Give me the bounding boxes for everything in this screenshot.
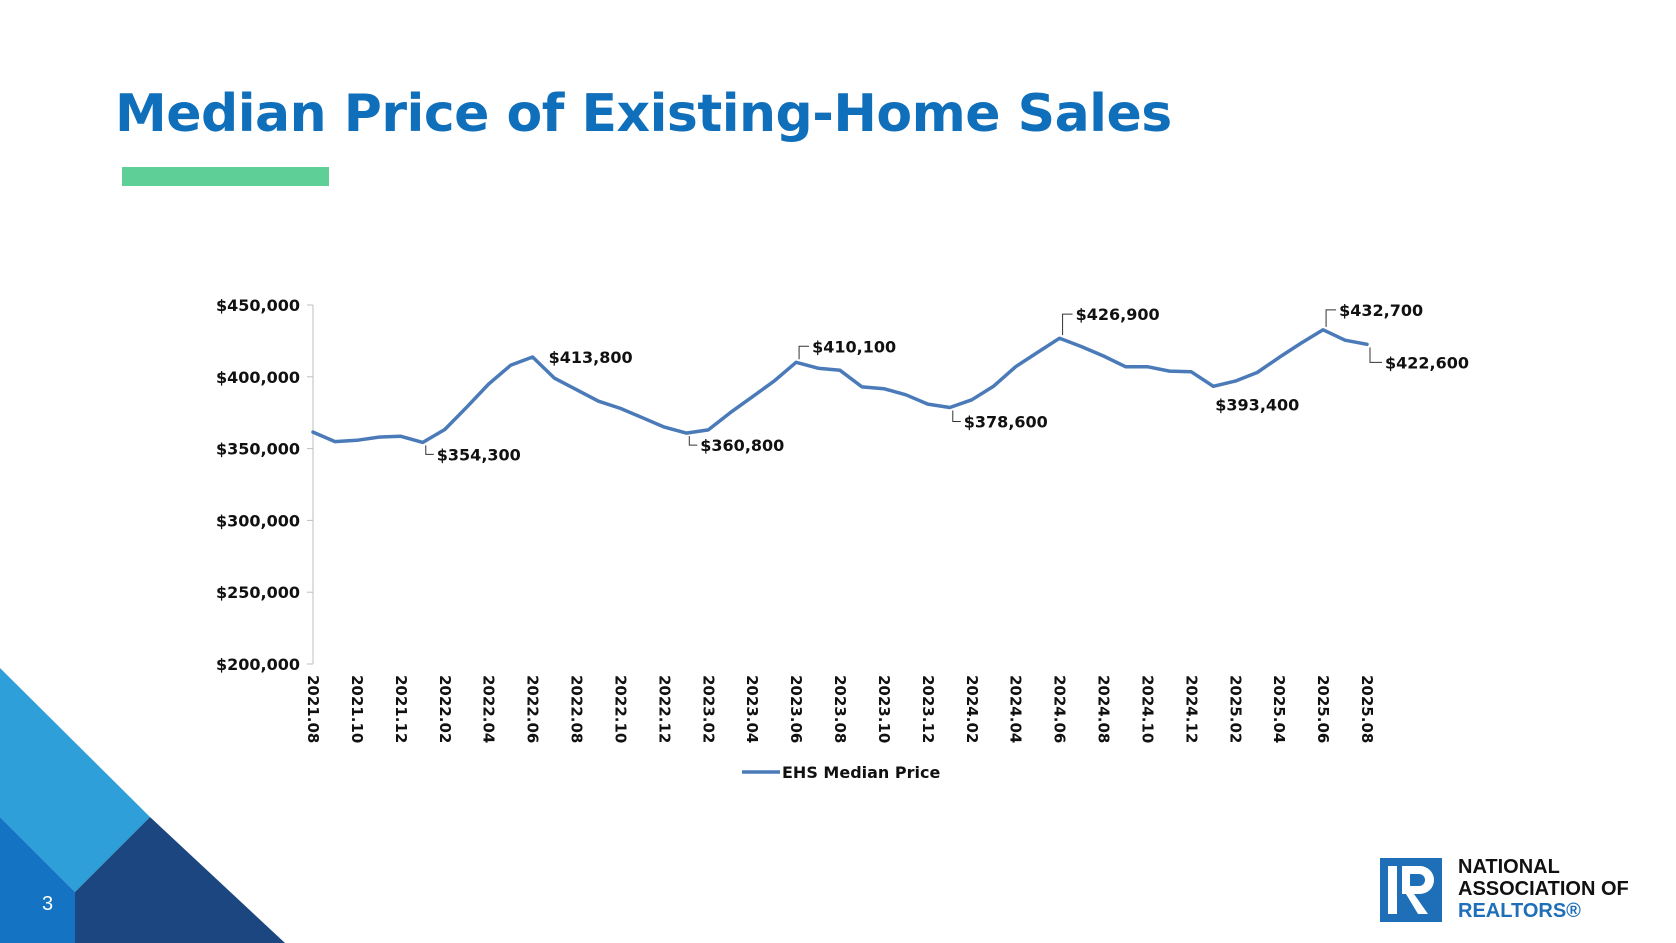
annotation-leader <box>798 345 810 360</box>
annotation-leader <box>688 436 698 446</box>
annotation-leader <box>1369 347 1382 363</box>
x-tick-label: 2022.10 <box>611 675 629 743</box>
y-tick-label: $200,000 <box>216 655 300 674</box>
y-tick-label: $250,000 <box>216 583 300 602</box>
page-number: 3 <box>42 893 54 915</box>
x-tick-label: 2025.04 <box>1270 675 1288 743</box>
x-tick-label: 2023.10 <box>875 675 893 743</box>
annotation-leader <box>425 445 434 455</box>
realtor-r-icon <box>1380 858 1442 922</box>
x-tick-label: 2021.08 <box>304 675 322 743</box>
x-tick-label: 2023.12 <box>919 675 937 743</box>
y-tick-label: $450,000 <box>216 296 300 315</box>
x-tick-label: 2023.08 <box>831 675 849 743</box>
x-tick-label: 2022.12 <box>655 675 673 743</box>
logo-line-1: NATIONAL <box>1458 856 1560 878</box>
x-tick-label: 2024.04 <box>1007 675 1025 743</box>
x-tick-label: 2023.02 <box>699 675 717 743</box>
x-tick-label: 2025.08 <box>1358 675 1376 743</box>
data-label: $378,600 <box>964 413 1048 432</box>
x-tick-label: 2021.10 <box>348 675 366 743</box>
data-label: $410,100 <box>812 337 896 356</box>
x-tick-label: 2022.02 <box>436 675 454 743</box>
data-label: $354,300 <box>437 445 521 464</box>
data-label: $432,700 <box>1339 301 1423 320</box>
legend-label: EHS Median Price <box>782 763 940 782</box>
x-tick-label: 2025.02 <box>1226 675 1244 743</box>
annotation-leader <box>952 410 961 423</box>
series-line-ehs-median-price <box>311 328 1369 445</box>
x-tick-label: 2024.10 <box>1138 675 1156 743</box>
x-tick-label: 2023.06 <box>787 675 805 743</box>
title-accent-bar <box>122 167 329 186</box>
corner-decoration <box>0 668 285 943</box>
nar-logo: NATIONAL ASSOCIATION OF REALTORS® <box>1380 856 1670 926</box>
page-title: Median Price of Existing-Home Sales <box>115 84 1172 144</box>
x-tick-label: 2024.06 <box>1051 675 1069 743</box>
y-tick-label: $350,000 <box>216 440 300 459</box>
x-tick-label: 2024.08 <box>1095 675 1113 743</box>
y-tick-label: $400,000 <box>216 368 300 387</box>
data-label: $360,800 <box>700 436 784 455</box>
y-tick-label: $300,000 <box>216 511 300 530</box>
data-label: $426,900 <box>1076 305 1160 324</box>
x-tick-label: 2022.08 <box>568 675 586 743</box>
data-label: $422,600 <box>1385 353 1469 372</box>
x-tick-label: 2025.06 <box>1314 675 1332 743</box>
data-label: $413,800 <box>549 348 633 367</box>
x-tick-label: 2021.12 <box>392 675 410 743</box>
annotation-leader <box>1062 313 1073 336</box>
data-label: $393,400 <box>1215 395 1299 414</box>
x-tick-label: 2022.06 <box>524 675 542 743</box>
annotation-leader <box>1325 309 1337 327</box>
x-tick-label: 2022.04 <box>480 675 498 743</box>
x-tick-label: 2023.04 <box>743 675 761 743</box>
logo-line-2: ASSOCIATION OF <box>1458 878 1629 900</box>
x-tick-label: 2024.12 <box>1182 675 1200 743</box>
logo-line-3: REALTORS® <box>1458 900 1581 922</box>
x-tick-label: 2024.02 <box>963 675 981 743</box>
